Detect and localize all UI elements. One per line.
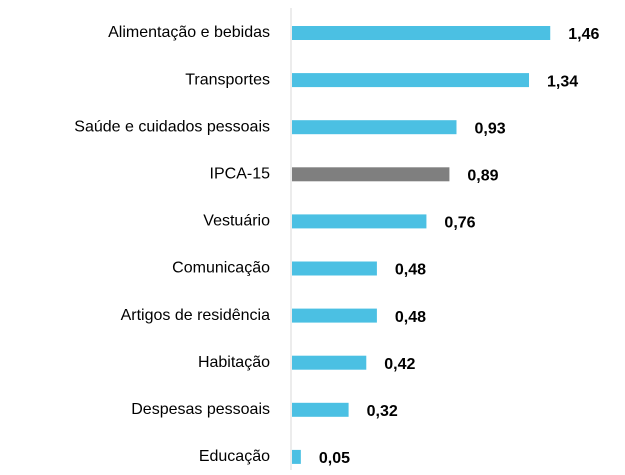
category-label: Vestuário xyxy=(203,213,270,230)
value-label: 0,89 xyxy=(467,168,498,185)
value-label: 0,32 xyxy=(367,403,398,420)
bar xyxy=(292,26,551,40)
value-label: 0,48 xyxy=(395,309,426,326)
bar xyxy=(292,261,377,276)
value-label: 0,42 xyxy=(384,356,415,373)
category-label: Transportes xyxy=(185,71,270,88)
category-label: Educação xyxy=(199,448,270,465)
bar xyxy=(292,73,530,88)
value-label: 0,93 xyxy=(474,120,505,137)
category-label: Comunicação xyxy=(172,260,270,277)
value-label: 1,46 xyxy=(568,26,599,43)
category-label: Saúde e cuidados pessoais xyxy=(74,118,270,135)
value-label: 0,48 xyxy=(395,262,426,279)
category-label: Despesas pessoais xyxy=(131,401,270,418)
category-label: Habitação xyxy=(198,354,270,371)
bar xyxy=(292,214,427,229)
value-label: 0,05 xyxy=(319,450,350,467)
bar xyxy=(292,355,367,370)
bar xyxy=(292,449,301,464)
category-label: Artigos de residência xyxy=(121,307,271,324)
bar xyxy=(292,167,450,182)
bar xyxy=(292,308,377,323)
category-label: IPCA-15 xyxy=(210,166,271,183)
category-label: Alimentação e bebidas xyxy=(108,24,270,41)
bar xyxy=(292,402,349,417)
bar xyxy=(292,120,457,135)
value-label: 0,76 xyxy=(444,215,475,232)
value-label: 1,34 xyxy=(547,73,578,90)
